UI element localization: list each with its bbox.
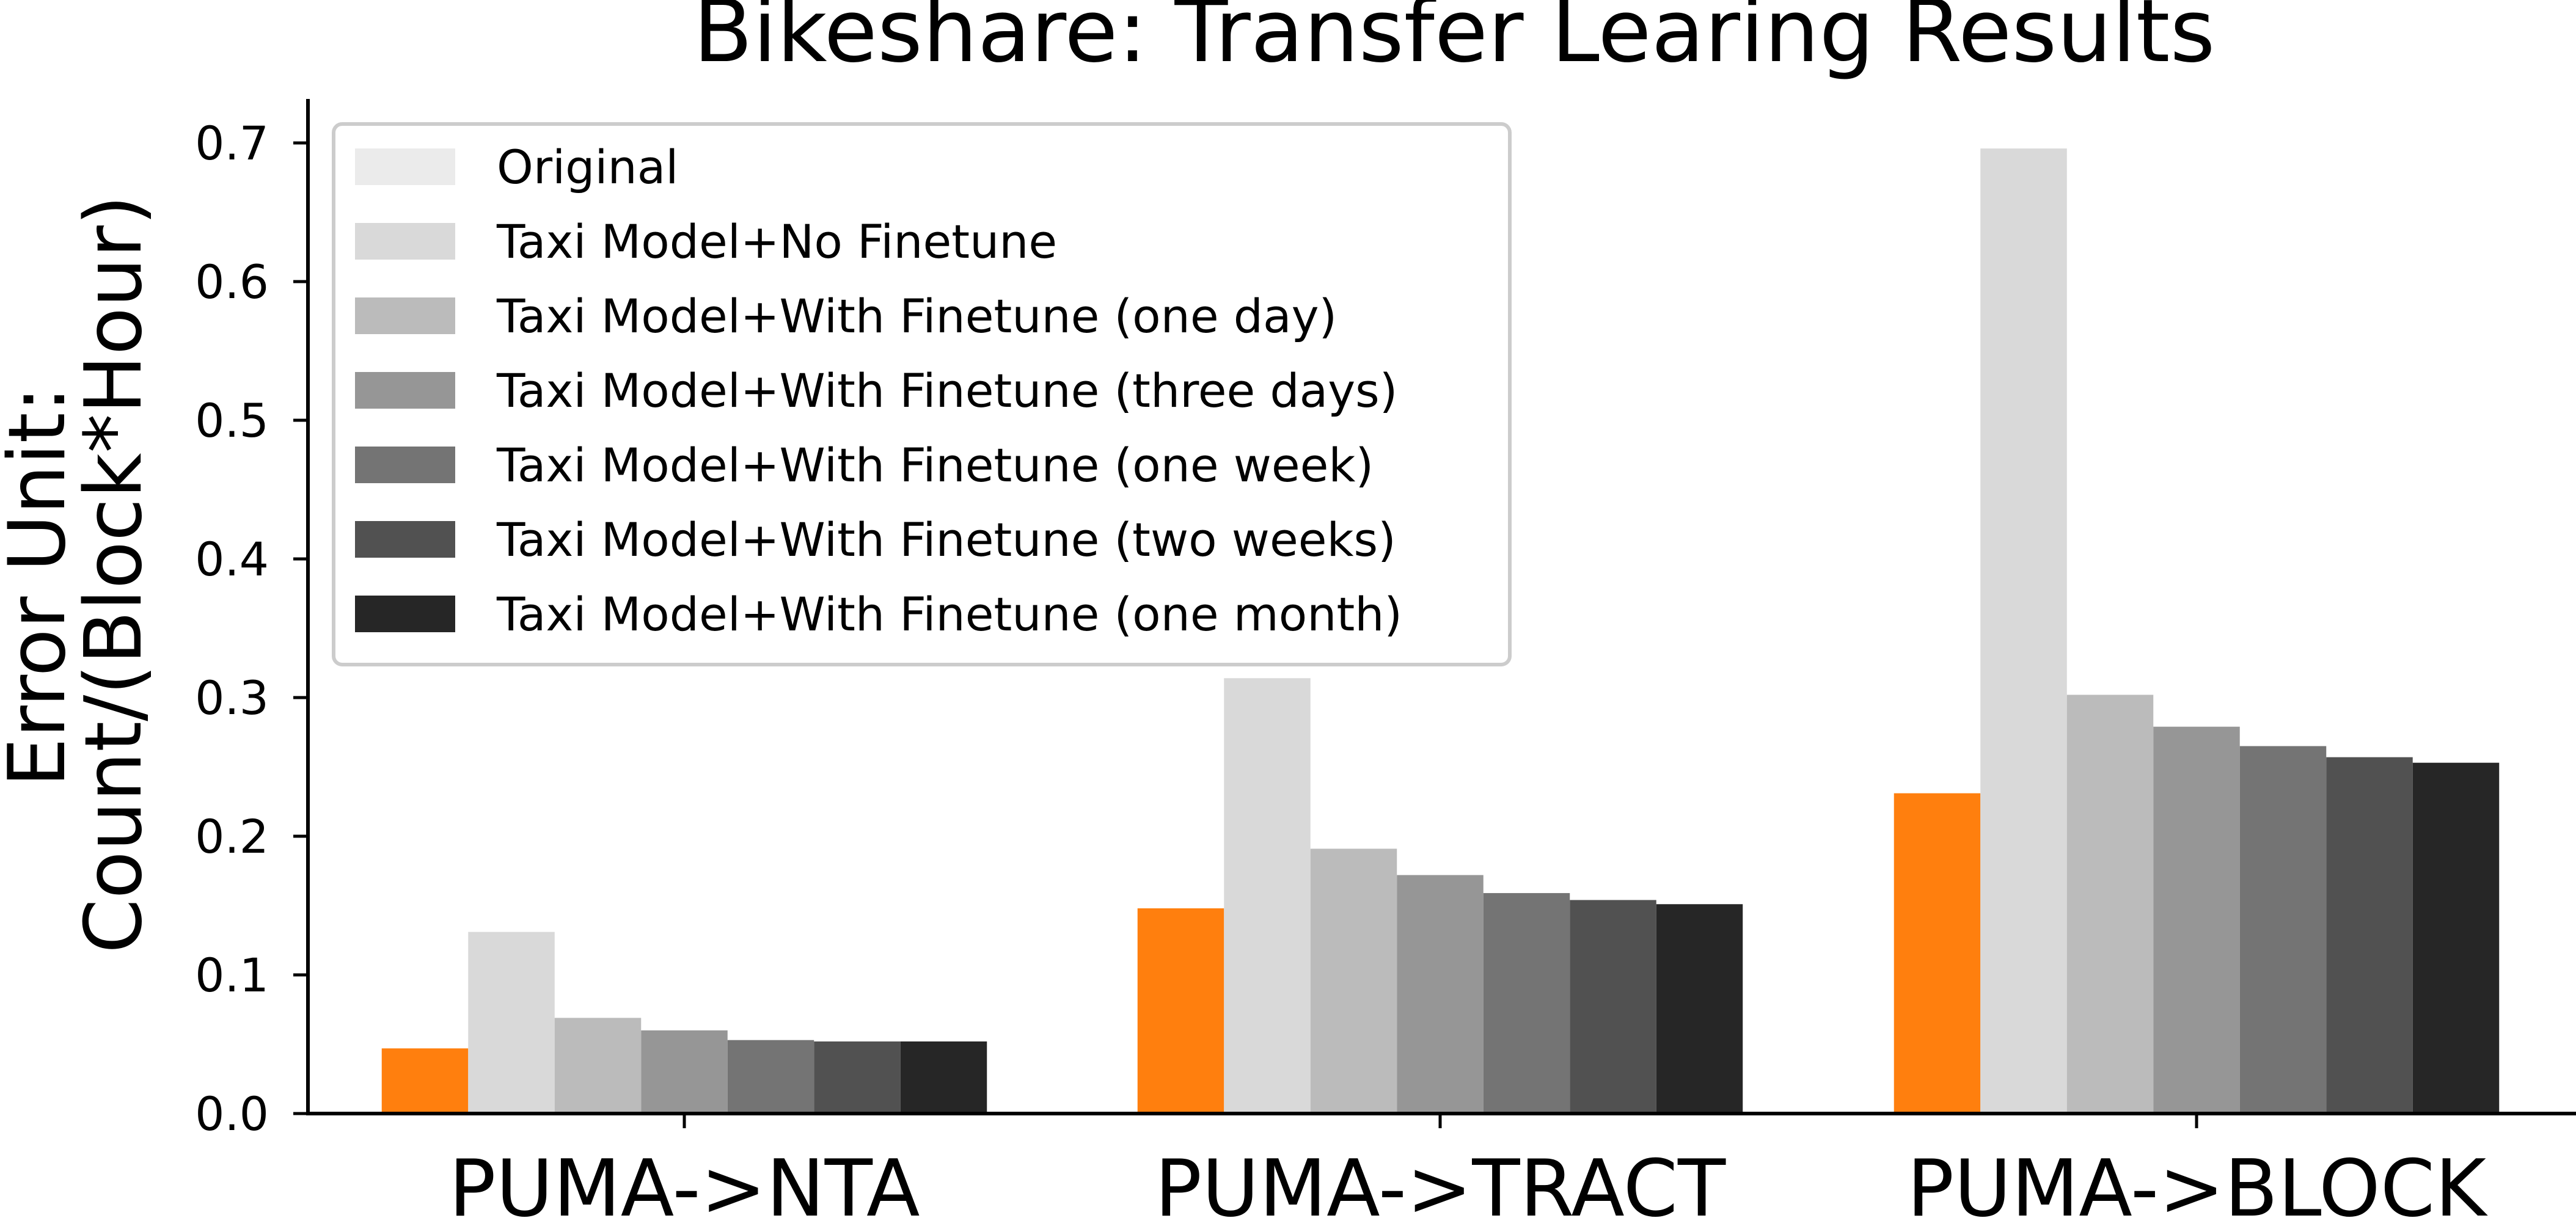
legend-label: Taxi Model+With Finetune (three days) (496, 363, 1397, 418)
bar (1397, 875, 1484, 1114)
bar (900, 1041, 987, 1114)
bar (1224, 678, 1311, 1114)
bar (468, 932, 555, 1114)
x-tick-label: PUMA->TRACT (1155, 1143, 1726, 1229)
bar (2153, 726, 2240, 1114)
bar (1137, 908, 1224, 1114)
bar (2239, 746, 2327, 1114)
legend-swatch (355, 372, 455, 409)
bar (2326, 757, 2413, 1114)
bar (2412, 762, 2500, 1114)
y-tick-label: 0.0 (195, 1087, 269, 1141)
bar (727, 1040, 814, 1114)
legend-label: Original (497, 140, 678, 194)
legend-swatch (355, 148, 455, 185)
y-tick-label: 0.5 (195, 393, 269, 448)
legend-label: Taxi Model+With Finetune (two weeks) (496, 512, 1396, 567)
legend-items: Original Taxi Model+No Finetune Taxi Model… (355, 140, 1402, 641)
y-tick-label: 0.4 (195, 532, 269, 586)
legend-swatch (355, 297, 455, 334)
y-tick-label: 0.2 (195, 809, 269, 864)
bars (381, 148, 2500, 1114)
y-axis-label-line-2: Count/(Block*Hour) (68, 195, 159, 954)
legend-label: Taxi Model+With Finetune (one day) (496, 289, 1337, 343)
y-tick-label: 0.7 (195, 116, 269, 170)
legend-swatch (355, 596, 455, 632)
bar (1570, 900, 1656, 1114)
bar (1483, 893, 1570, 1114)
x-axis-ticks: PUMA->NTA PUMA->TRACT PUMA->BLOCK (448, 1114, 2488, 1229)
legend-label: Taxi Model+With Finetune (one month) (496, 587, 1402, 641)
y-tick-label: 0.6 (195, 255, 269, 309)
legend-label: Taxi Model+With Finetune (one week) (496, 438, 1374, 492)
bar (1656, 904, 1743, 1114)
bar (2066, 695, 2154, 1114)
bar (554, 1018, 642, 1114)
y-axis-label-line-1: Error Unit: (0, 386, 83, 787)
legend-swatch (355, 223, 455, 260)
bar (1310, 848, 1397, 1114)
legend-swatch (355, 521, 455, 558)
y-tick-label: 0.1 (195, 948, 269, 1002)
x-tick-label: PUMA->BLOCK (1907, 1143, 2488, 1229)
y-axis-ticks: 0.0 0.1 0.2 0.3 0.4 0.5 0.6 0.7 (195, 116, 308, 1141)
bar (641, 1030, 728, 1114)
y-axis-label: Error Unit: Count/(Block*Hour) (0, 195, 159, 954)
legend-label: Taxi Model+No Finetune (496, 214, 1057, 269)
bar (381, 1048, 469, 1114)
legend-frame (332, 122, 1512, 666)
bar (814, 1041, 901, 1114)
chart-title: Bikeshare: Transfer Learing Results (693, 0, 2216, 82)
legend-swatch (355, 447, 455, 483)
bar (1894, 793, 1981, 1114)
legend: Original Taxi Model+No Finetune Taxi Model… (332, 122, 1512, 666)
bar (1980, 148, 2067, 1114)
y-tick-label: 0.3 (195, 671, 269, 725)
x-tick-label: PUMA->NTA (448, 1143, 920, 1229)
